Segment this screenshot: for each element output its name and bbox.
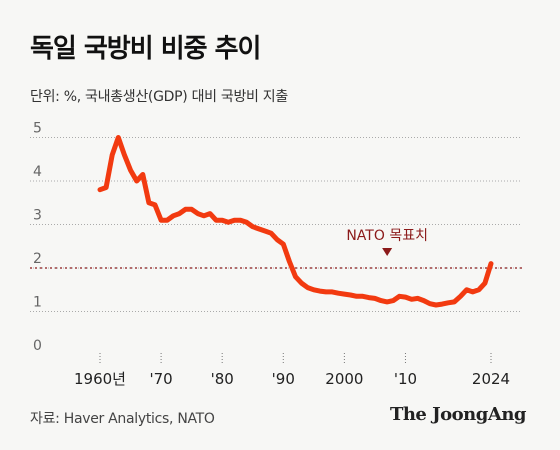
y-tick-label: 5 [33, 121, 42, 137]
grid-layer [30, 137, 522, 312]
nato-target-label: NATO 목표치 [346, 228, 428, 244]
x-tick-label: 2024 [472, 370, 510, 388]
y-tick-label: 4 [33, 164, 42, 180]
x-tick-label: '10 [394, 370, 417, 388]
brand-logo: The JoongAng [389, 404, 527, 425]
x-tick-label: 1960년 [74, 370, 126, 388]
x-axis: 1960년 '70 '80 '90 2000 '10 2024 [74, 353, 510, 388]
chart-title: 독일 국방비 비중 추이 [30, 34, 261, 64]
y-tick-label: 3 [33, 208, 42, 224]
y-axis: 0 1 2 3 4 5 [33, 121, 42, 355]
x-tick-label: '70 [149, 370, 172, 388]
x-tick-label: '80 [211, 370, 234, 388]
x-tick-label: '90 [272, 370, 295, 388]
nato-target-marker [382, 248, 393, 256]
series-layer [97, 135, 494, 308]
source-note: 자료: Haver Analytics, NATO [30, 411, 215, 427]
y-tick-label: 0 [33, 338, 42, 354]
y-tick-label: 1 [33, 295, 42, 311]
series-line [97, 135, 494, 308]
chart-subtitle: 단위: %, 국내총생산(GDP) 대비 국방비 지출 [30, 89, 288, 105]
x-tick-label: 2000 [325, 370, 363, 388]
target-layer: NATO 목표치 [30, 228, 522, 269]
y-tick-label: 2 [33, 251, 42, 267]
